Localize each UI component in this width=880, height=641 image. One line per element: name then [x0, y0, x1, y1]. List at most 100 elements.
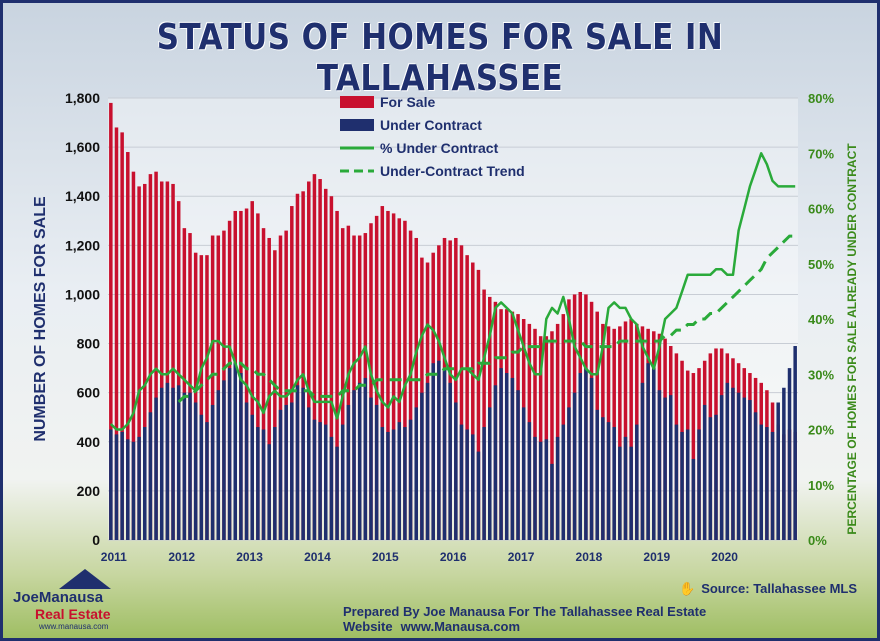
under-contract-bar	[612, 427, 616, 540]
under-contract-bar	[527, 422, 532, 540]
under-contract-bar	[256, 427, 260, 540]
for-sale-bar	[171, 183, 175, 540]
under-contract-bar	[465, 429, 469, 540]
x-tick-label: 2017	[508, 550, 535, 564]
x-tick-label: 2011	[101, 550, 127, 564]
for-sale-bar	[691, 373, 696, 540]
under-contract-bar	[482, 427, 486, 540]
under-contract-bar	[199, 414, 204, 540]
for-sale-bar	[154, 171, 158, 540]
for-sale-bar	[273, 250, 277, 540]
under-contract-bar	[148, 412, 153, 540]
for-sale-bar	[414, 237, 418, 540]
under-contract-bar	[233, 363, 238, 540]
under-contract-bar	[278, 409, 283, 540]
under-contract-bar	[504, 373, 509, 540]
y-tick-label: 600	[77, 385, 101, 401]
for-sale-bar	[346, 225, 351, 540]
for-sale-bar	[482, 289, 486, 540]
for-sale-bar	[533, 328, 537, 540]
under-contract-bar	[397, 422, 402, 540]
under-contract-bar	[442, 368, 447, 540]
for-sale-bar	[131, 171, 136, 540]
legend-label: Under Contract	[380, 117, 482, 133]
for-sale-bar	[210, 235, 215, 540]
under-contract-bar	[555, 436, 560, 540]
x-tick-label: 2018	[576, 550, 603, 564]
footer-url[interactable]: www.Manausa.com	[400, 619, 521, 634]
under-contract-bar	[748, 400, 752, 540]
under-contract-bar	[188, 392, 192, 540]
under-contract-bar	[635, 424, 639, 540]
under-contract-bar	[640, 382, 645, 540]
y-axis-label: NUMBER OF HOMES FOR SALE	[32, 196, 49, 442]
y-right-tick-label: 30%	[808, 367, 834, 382]
under-contract-bar	[572, 392, 577, 540]
for-sale-bar	[176, 201, 181, 540]
under-contract-bar	[290, 402, 294, 540]
under-contract-bar	[182, 392, 187, 540]
for-sale-bar	[290, 206, 294, 541]
under-contract-bar	[544, 439, 549, 540]
under-contract-bar	[380, 427, 385, 540]
y-right-tick-label: 10%	[808, 478, 834, 493]
y-right-tick-label: 80%	[808, 91, 834, 106]
y-tick-label: 1,600	[65, 139, 100, 155]
under-contract-bar	[346, 404, 351, 540]
under-contract-bar	[759, 424, 763, 540]
for-sale-bar	[380, 206, 385, 541]
under-contract-bar	[205, 422, 209, 540]
for-sale-bar	[465, 255, 469, 540]
for-sale-bar	[340, 228, 345, 540]
under-contract-bar	[584, 368, 588, 540]
under-contract-bar	[550, 463, 554, 540]
under-contract-bar	[165, 382, 170, 540]
under-contract-bar	[267, 444, 271, 540]
for-sale-bar	[165, 181, 170, 540]
under-contract-bar	[538, 441, 543, 540]
for-sale-bar	[199, 255, 204, 540]
under-contract-bar	[663, 397, 667, 540]
under-contract-bar	[284, 404, 288, 540]
y-right-tick-label: 0%	[808, 533, 827, 548]
under-contract-bar	[685, 429, 690, 540]
under-contract-bar	[606, 422, 611, 540]
under-contract-bar	[352, 390, 356, 540]
for-sale-bar	[256, 213, 260, 540]
for-sale-bar	[623, 321, 628, 540]
legend-label: % Under Contract	[380, 140, 499, 156]
for-sale-bar	[538, 336, 543, 540]
under-contract-bar	[318, 422, 322, 540]
under-contract-bar	[533, 436, 537, 540]
for-sale-bar	[307, 181, 311, 540]
x-tick-label: 2019	[643, 550, 670, 564]
under-contract-bar	[691, 458, 696, 540]
for-sale-bar	[629, 319, 633, 540]
source-label: ✋ Source: Tallahassee MLS	[679, 581, 857, 597]
for-sale-bar	[318, 179, 322, 541]
under-contract-bar	[374, 404, 379, 540]
under-contract-bar	[244, 402, 249, 540]
for-sale-bar	[267, 237, 271, 540]
for-sale-bar	[250, 201, 254, 540]
under-contract-bar	[668, 395, 673, 540]
under-contract-bar	[561, 424, 566, 540]
for-sale-bar	[471, 262, 475, 540]
under-contract-bar	[488, 407, 492, 540]
for-sale-bar	[301, 191, 305, 541]
under-contract-bar	[623, 436, 628, 540]
for-sale-bar	[335, 210, 339, 540]
under-contract-bar	[386, 431, 390, 540]
hand-icon: ✋	[679, 581, 696, 596]
under-contract-bar	[476, 451, 481, 540]
for-sale-bar	[329, 196, 334, 540]
under-contract-bar	[782, 387, 786, 540]
under-contract-bar	[425, 382, 430, 540]
for-sale-bar	[374, 215, 379, 540]
under-contract-bar	[437, 360, 441, 540]
under-contract-bar	[753, 412, 758, 540]
y-right-tick-label: 50%	[808, 257, 834, 272]
under-contract-bar	[357, 382, 362, 540]
y-tick-label: 400	[77, 434, 101, 450]
for-sale-bar	[618, 326, 622, 540]
